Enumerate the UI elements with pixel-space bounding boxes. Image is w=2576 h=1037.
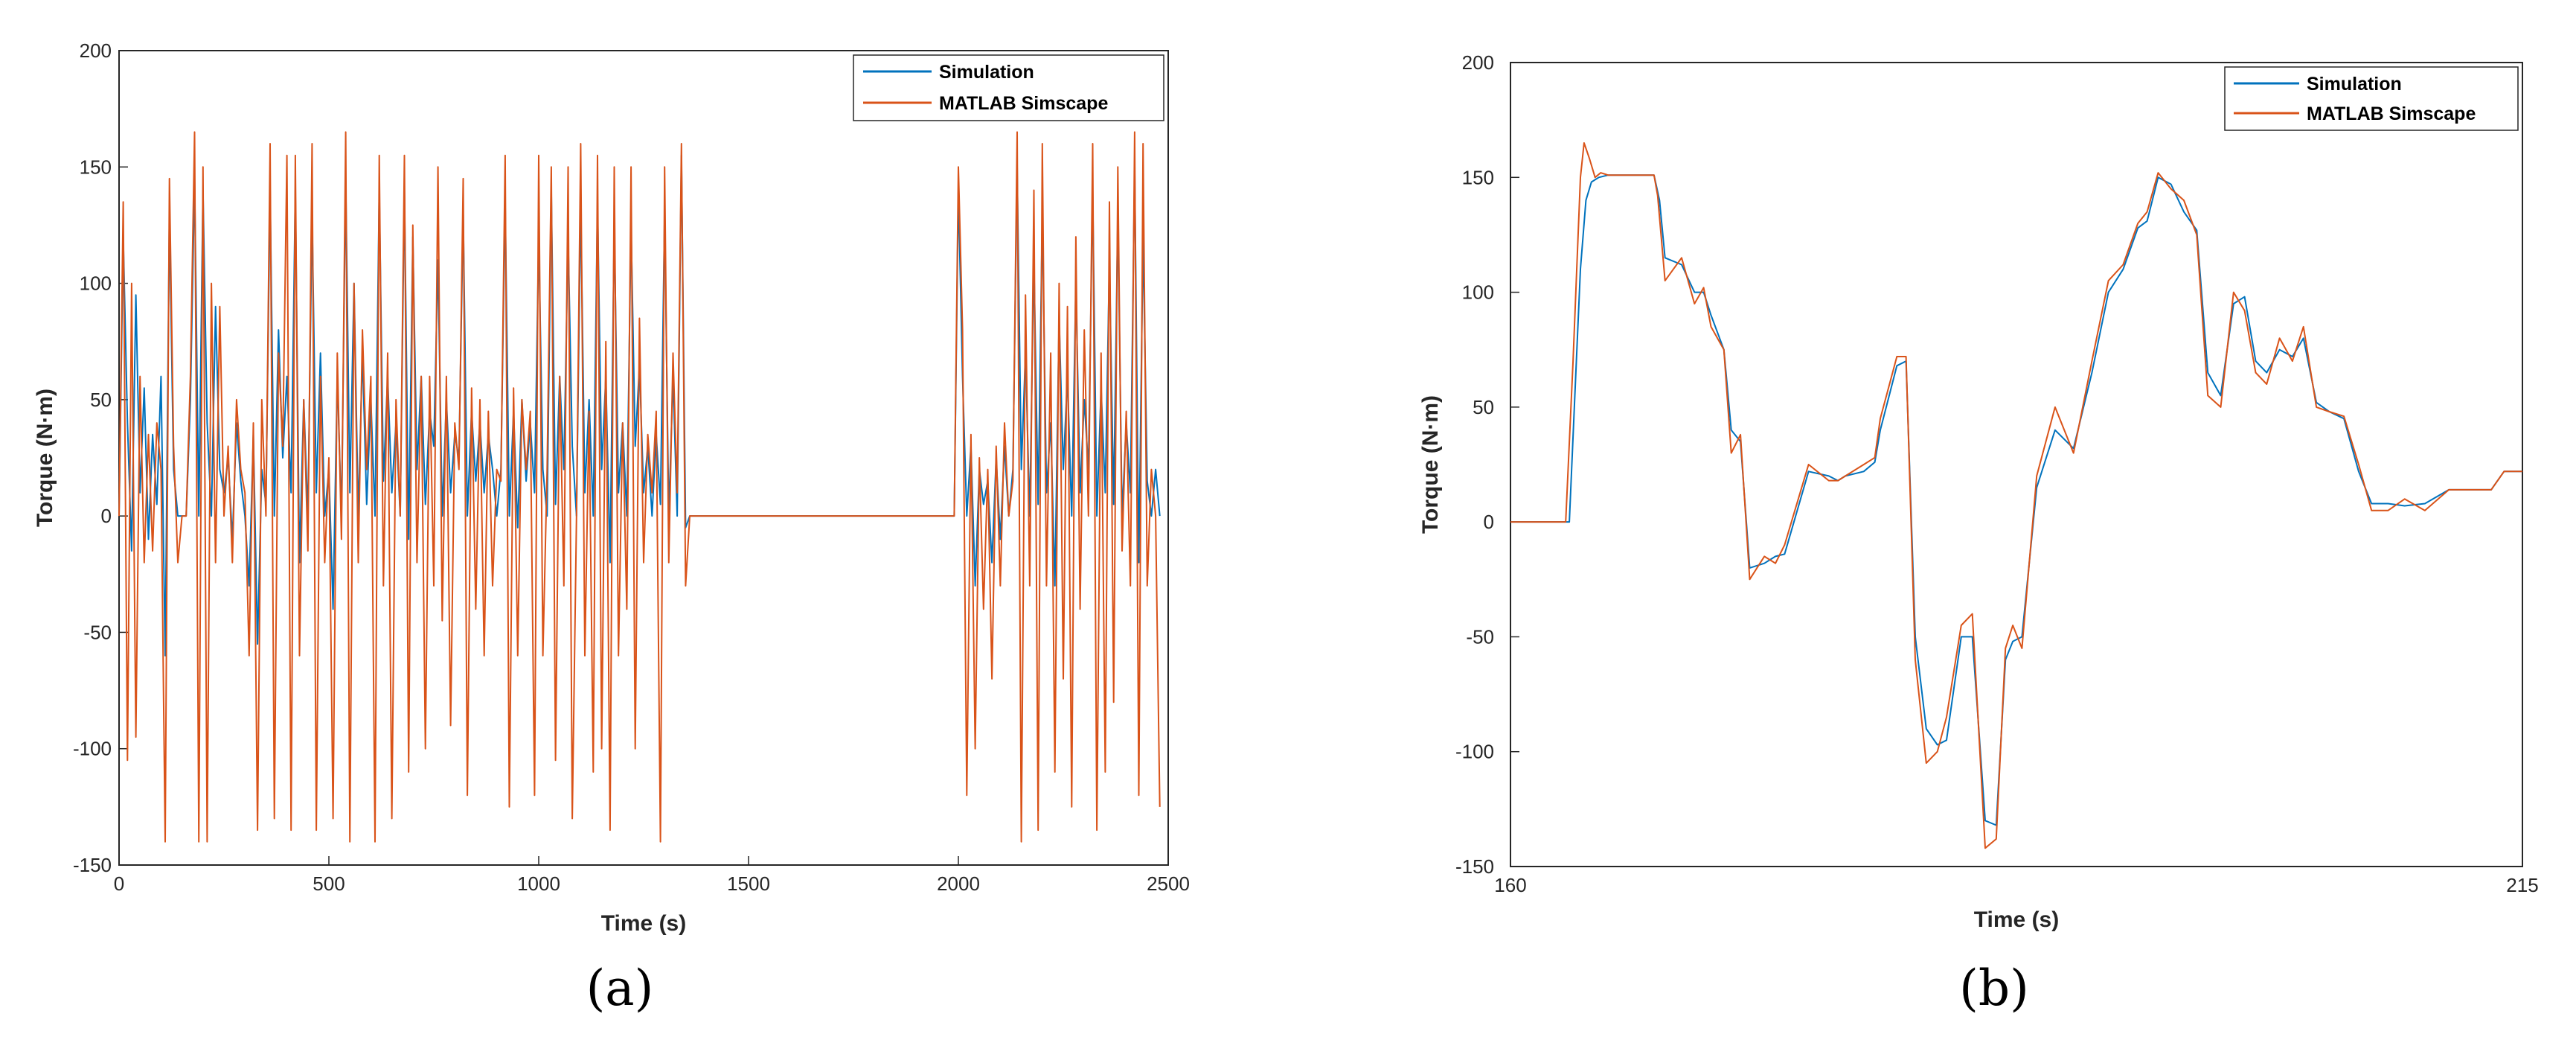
legend-label-simscape-b: MATLAB Simscape (2307, 103, 2476, 124)
x-tick-label-a: 2500 (1147, 872, 1190, 895)
panel-label-b: (b) (1959, 960, 2029, 1017)
x-tick-label-a: 500 (313, 872, 345, 895)
series-group-a (118, 131, 1161, 843)
series-line-simscape-b (1510, 142, 2522, 849)
x-tick-label-b: 160 (1494, 874, 1526, 896)
y-axis-label-b: Torque (N·m) (1418, 395, 1443, 534)
y-axis-label-a: Torque (N·m) (33, 389, 57, 527)
panel-label-a: (a) (586, 960, 654, 1017)
legend-b: Simulation MATLAB Simscape (2224, 66, 2519, 131)
y-tick-label-b: 0 (1484, 511, 1494, 533)
legend-label-simscape-a: MATLAB Simscape (939, 93, 1108, 114)
legend-label-simulation-b: Simulation (2307, 74, 2402, 95)
x-tick-label-a: 1500 (727, 872, 770, 895)
x-tick-label-a: 1000 (517, 872, 560, 895)
y-tick-label-a: 0 (101, 505, 112, 527)
y-tick-label-b: -150 (1455, 855, 1494, 878)
legend-box-b (2224, 66, 2519, 131)
series-group-b (1510, 142, 2522, 849)
legend-box-a (853, 54, 1164, 121)
y-tick-label-a: 150 (80, 156, 112, 178)
x-tick-label-b: 215 (2506, 874, 2538, 896)
y-tick-label-b: 50 (1473, 396, 1494, 418)
x-tick-label-a: 0 (114, 872, 124, 895)
y-tick-label-a: 50 (90, 389, 112, 411)
x-axis-label-a: Time (s) (601, 911, 686, 936)
legend-a: Simulation MATLAB Simscape (853, 54, 1164, 121)
legend-label-simulation-a: Simulation (939, 62, 1034, 83)
plot-area-b (1510, 62, 2523, 867)
y-tick-label-a: -150 (73, 854, 112, 876)
series-line-simulation-b (1510, 174, 2522, 826)
y-tick-label-b: 150 (1462, 166, 1494, 188)
plot-area-a (118, 50, 1169, 866)
y-tick-label-b: 100 (1462, 281, 1494, 304)
y-tick-label-a: 200 (80, 39, 112, 62)
x-tick-label-a: 2000 (937, 872, 980, 895)
chart-panel-b: -150 -100 -50 0 50 100 150 200 160 215 Simulation… (1418, 51, 2539, 1017)
y-tick-label-a: -100 (73, 738, 112, 760)
y-tick-label-b: -50 (1466, 625, 1494, 648)
ticks-b: -150 -100 -50 0 50 100 150 200 160 215 (1455, 51, 2539, 896)
y-tick-label-a: 100 (80, 272, 112, 295)
y-tick-label-b: -100 (1455, 741, 1494, 763)
x-axis-label-b: Time (s) (1974, 907, 2059, 932)
y-tick-label-b: 200 (1462, 51, 1494, 74)
y-tick-label-a: -50 (83, 621, 112, 643)
series-line-simscape-a (118, 131, 1161, 843)
